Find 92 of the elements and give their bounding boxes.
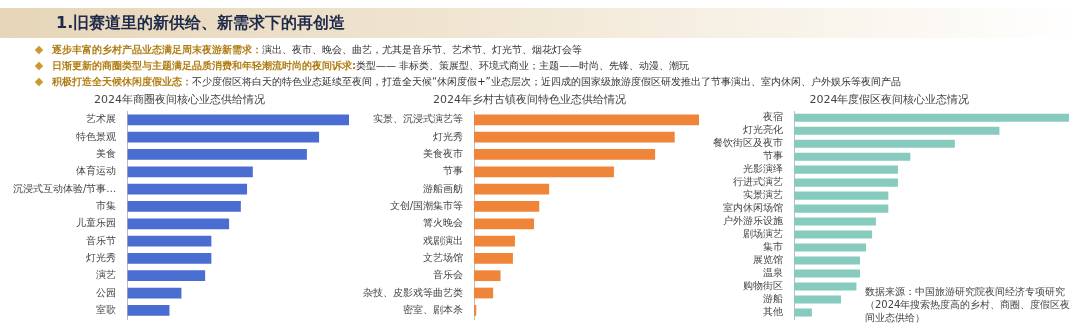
y-tick-label: 户外游乐设施 xyxy=(723,215,783,227)
y-tick-label: 音乐会 xyxy=(433,269,463,281)
y-tick-label: 节事 xyxy=(763,150,783,162)
bar xyxy=(474,235,515,247)
bar xyxy=(474,218,535,230)
y-tick-label: 光影演绎 xyxy=(743,163,783,175)
bar xyxy=(474,270,501,282)
bar xyxy=(127,131,320,143)
y-tick-label: 实景演艺 xyxy=(743,189,783,201)
annotation: 数据来源：中国旅游研究院夜间经济专项研究 xyxy=(865,285,1066,298)
bar xyxy=(474,183,550,195)
y-tick-label: 篝火晚会 xyxy=(423,217,463,229)
y-tick-label: 灯光亮化 xyxy=(743,124,783,136)
text: 逐步丰富的乡村产品业态满足周末夜游新需求： xyxy=(52,43,262,57)
y-tick-label: 特色景观 xyxy=(76,130,117,142)
bar xyxy=(127,149,307,160)
bar xyxy=(794,178,898,187)
bar xyxy=(127,166,253,178)
y-tick-label: 艺术展 xyxy=(86,113,117,125)
y-tick-label: 购物街区 xyxy=(743,280,783,292)
text: 不少度假区将白天的特色业态延续至夜间，打造全天候“休闲度假+”业态层次；近四成的国家级旅游度假区研发推出了节事演出、室内休闲、户外娱乐等夜间产品 xyxy=(192,75,901,89)
y-tick-label: 集市 xyxy=(763,241,783,253)
y-tick-label: 室歌 xyxy=(96,303,117,315)
y-tick-label: 剧场演艺 xyxy=(743,228,783,240)
y-tick-label: 美食 xyxy=(96,148,117,160)
y-tick-label: 餐饮街区及夜市 xyxy=(713,137,783,149)
bar xyxy=(127,253,212,264)
bar xyxy=(474,287,494,299)
y-tick-label: 温泉 xyxy=(763,267,783,279)
y-tick-label: 灯光秀 xyxy=(86,251,117,263)
chart-title: 2024年乡村古镇夜间特色业态供给情况 xyxy=(433,93,626,107)
y-tick-label: 文艺场馆 xyxy=(423,251,463,263)
bar xyxy=(794,217,876,226)
y-tick-label: 室内休闲场馆 xyxy=(723,202,783,214)
text: 类型—— 非标类、策展型、环境式商业；主题——时尚、先锋、动漫、潮玩 xyxy=(356,59,690,73)
bar xyxy=(127,235,212,247)
text: 演出、夜市、晚会、曲艺，尤其是音乐节、艺术节、灯光节、烟花灯会等 xyxy=(262,43,582,57)
y-tick-label: 实景、沉浸式演艺等 xyxy=(373,113,463,125)
text: 日渐更新的商圈类型与主题满足品质消费和年轻潮流时尚的夜间诉求: xyxy=(52,59,356,73)
y-tick-label: 游船画舫 xyxy=(423,182,463,194)
bar xyxy=(474,201,540,212)
bar xyxy=(794,256,860,265)
y-tick-label: 其他 xyxy=(763,306,783,318)
bar xyxy=(474,166,614,178)
bar xyxy=(474,131,675,143)
bar xyxy=(474,149,656,160)
bar xyxy=(794,126,1000,135)
bar xyxy=(794,165,898,174)
bar xyxy=(474,114,699,126)
bar xyxy=(127,218,230,230)
bar xyxy=(794,230,873,239)
y-tick-label: 展览馆 xyxy=(753,254,783,266)
chart-title: 2024年商圈夜间核心业态供给情况 xyxy=(94,93,265,107)
bar xyxy=(474,304,477,316)
bar xyxy=(127,304,170,316)
y-tick-label: 戏剧演出 xyxy=(423,234,463,246)
text: 积极打造全天候休闲度假业态： xyxy=(52,75,192,89)
bar xyxy=(127,270,206,282)
bar xyxy=(794,295,842,304)
bar xyxy=(794,152,911,161)
bar xyxy=(794,269,860,278)
bar xyxy=(794,139,955,148)
y-tick-label: 节事 xyxy=(443,165,463,177)
bar xyxy=(794,308,812,317)
y-tick-label: 文创/国潮集市等 xyxy=(389,200,463,212)
bar xyxy=(127,201,241,212)
bar xyxy=(127,183,248,195)
text: 1.旧赛道里的新供给、新需求下的再创造 xyxy=(56,13,346,34)
y-tick-label: 游船 xyxy=(763,293,783,305)
y-tick-label: 儿童乐园 xyxy=(76,217,117,229)
bar xyxy=(127,287,182,299)
bar xyxy=(794,243,867,252)
y-tick-label: 美食夜市 xyxy=(423,148,463,160)
bar xyxy=(794,191,889,200)
y-tick-label: 市集 xyxy=(96,200,117,212)
y-tick-label: 音乐节 xyxy=(86,234,117,246)
bar xyxy=(794,282,857,291)
y-tick-label: 演艺 xyxy=(96,269,117,281)
y-tick-label: 灯光秀 xyxy=(433,130,463,142)
y-tick-label: 行进式演艺 xyxy=(733,176,783,188)
y-tick-label: 沉浸式互动体验/节事… xyxy=(12,182,117,194)
bar xyxy=(794,113,1069,122)
y-tick-label: 公园 xyxy=(96,286,117,298)
chart-title: 2024年度假区夜间核心业态情况 xyxy=(809,93,970,107)
y-tick-label: 夜宿 xyxy=(763,111,783,123)
y-tick-label: 杂技、皮影戏等曲艺类 xyxy=(363,286,463,298)
bar xyxy=(127,114,349,126)
bar xyxy=(474,253,513,264)
y-tick-label: 密室、剧本杀 xyxy=(403,303,463,315)
y-tick-label: 体育运动 xyxy=(76,165,117,177)
annotation: （2024年搜索热度高的乡村、商圈、度假区夜间业态供给） xyxy=(865,298,1071,324)
bar xyxy=(794,204,889,213)
